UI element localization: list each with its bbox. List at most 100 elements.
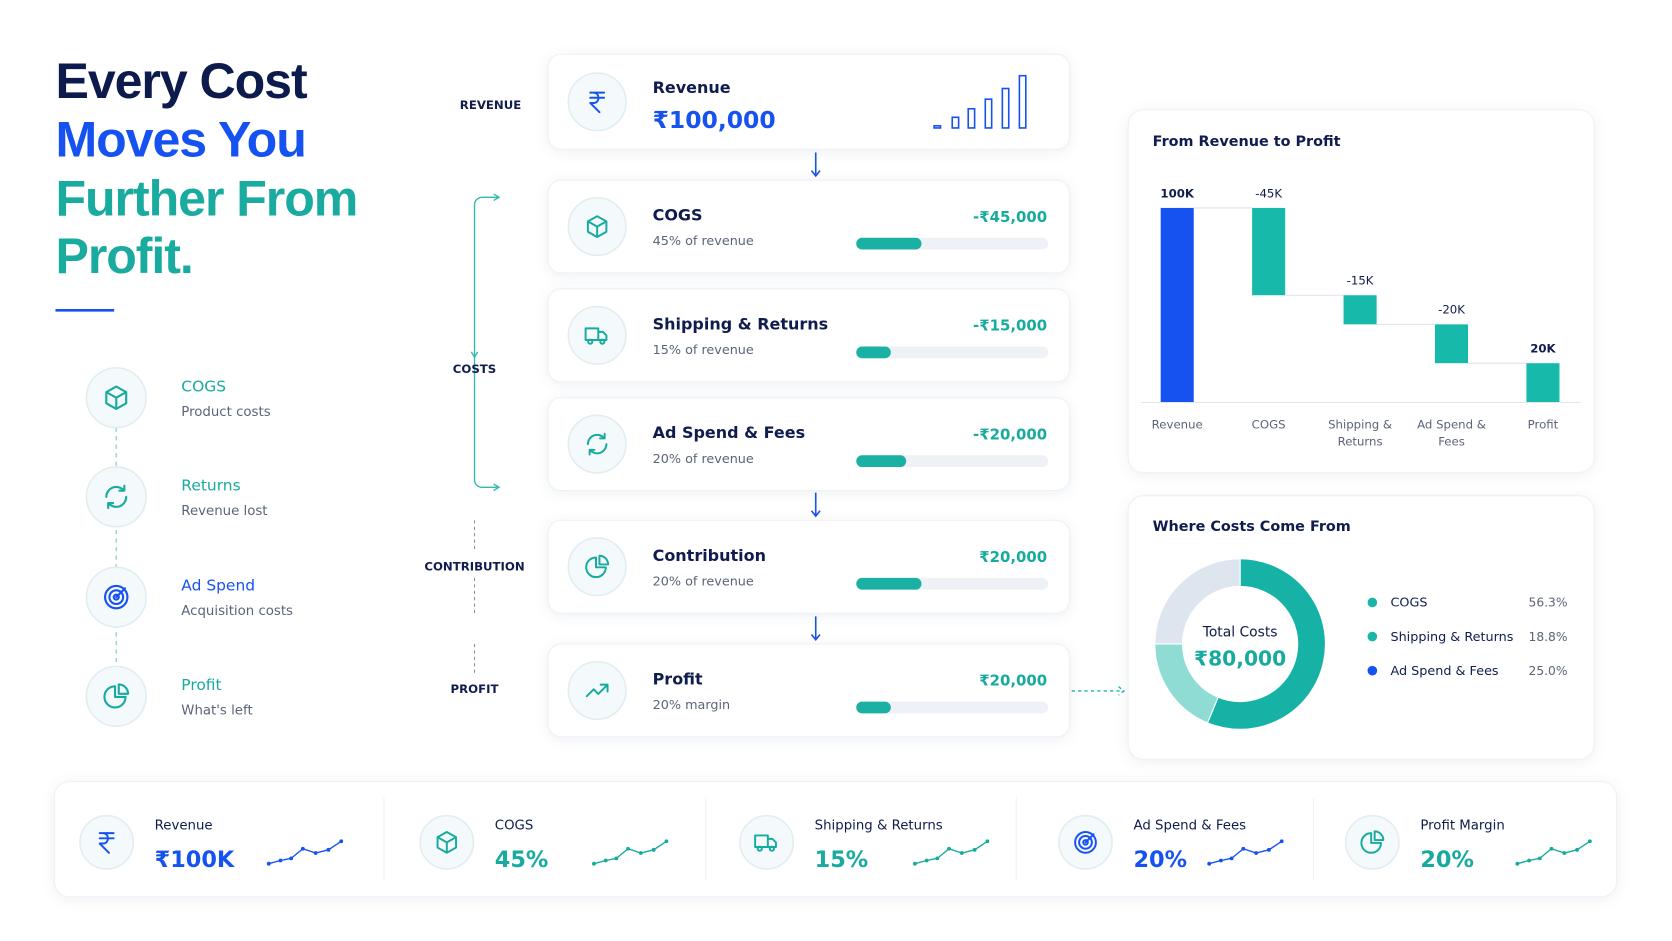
donut-segment [1154, 558, 1241, 645]
legend-label: COGS [1390, 596, 1427, 611]
step-desc: What's left [181, 703, 252, 718]
profit-arrow [1071, 686, 1126, 696]
legend-dot [1367, 597, 1378, 608]
flow-amount: -₹45,000 [973, 208, 1047, 226]
mini-bar [984, 98, 993, 129]
category-label: Shipping & Returns [1328, 418, 1392, 449]
progress-bar [856, 346, 891, 359]
progress-bar [856, 455, 907, 468]
donut-center-value: ₹80,000 [1194, 646, 1286, 670]
flow-card [547, 643, 1071, 738]
icon-circle [567, 660, 627, 721]
kpi-value: ₹100K [155, 847, 236, 873]
bar [1160, 207, 1194, 402]
flow-title: Profit [653, 670, 703, 689]
value-label: 100K [1160, 186, 1194, 200]
legend-dot [1367, 665, 1378, 676]
progress-bar [856, 701, 891, 714]
mini-bar [933, 125, 942, 129]
value-label: -45K [1255, 186, 1282, 200]
flow-amount: -₹15,000 [973, 317, 1047, 335]
kpi-value: 20% [1420, 847, 1474, 873]
category-label: Revenue [1152, 418, 1203, 432]
value-label: -15K [1347, 274, 1374, 288]
legend-value: 18.8% [1529, 630, 1568, 644]
flow-stage-label: REVENUE [460, 98, 521, 112]
progress-bar [856, 237, 922, 250]
kpi-value: 15% [815, 847, 869, 873]
kpi-label: Revenue [155, 819, 213, 834]
donut-center-label: Total Costs [1202, 625, 1278, 641]
kpi-value: 45% [495, 847, 549, 873]
legend-dot [1367, 631, 1378, 642]
flow-note: 20% of revenue [653, 574, 754, 589]
bar-track [856, 346, 1049, 359]
icon [1074, 830, 1097, 854]
step-label: COGS [181, 377, 226, 395]
step-label: Profit [181, 676, 221, 694]
bar [1434, 324, 1469, 364]
icon-circle [567, 305, 627, 365]
icon-circle [85, 466, 147, 528]
content: COGS Product costs Returns Revenue lost Ad S… [79, 53, 1592, 873]
flow-note: 20% margin [653, 698, 731, 713]
step-desc: Revenue lost [181, 504, 267, 519]
legend-value: 25.0% [1529, 664, 1568, 678]
flow-title: COGS [653, 206, 703, 225]
flow-card [547, 179, 1071, 274]
flow-note: 45% of revenue [653, 234, 754, 249]
flow-stage-label: CONTRIBUTION [424, 559, 524, 573]
legend-value: 56.3% [1529, 596, 1568, 610]
kpi-label: Shipping & Returns [815, 819, 943, 834]
donut-card [1127, 495, 1595, 760]
flow-title: Shipping & Returns [653, 314, 829, 333]
flow-title: Revenue [653, 78, 731, 97]
mini-bar [951, 116, 960, 129]
flow-note: 20% of revenue [653, 452, 754, 467]
flow-title: Ad Spend & Fees [653, 423, 806, 442]
headline-line: Every Cost [55, 53, 308, 109]
icon-circle [567, 414, 627, 474]
headline-line: Profit. [55, 228, 192, 284]
icon-circle [739, 814, 795, 870]
flow-card [547, 397, 1071, 492]
chart-title: Where Costs Come From [1153, 519, 1351, 535]
bar [1252, 207, 1286, 296]
category-label: Ad Spend & Fees [1417, 418, 1486, 449]
step-label: Returns [181, 476, 240, 494]
bar-track [856, 701, 1049, 714]
flow-amount: ₹100,000 [653, 106, 776, 134]
bar [1526, 363, 1560, 402]
value-label: -20K [1438, 303, 1465, 317]
step-label: Ad Spend [181, 577, 255, 595]
legend-label: Shipping & Returns [1390, 630, 1513, 645]
step-desc: Acquisition costs [181, 604, 293, 619]
icon [104, 584, 129, 610]
legend-label: Ad Spend & Fees [1390, 664, 1498, 679]
bar [1343, 295, 1377, 325]
flow-amount: -₹20,000 [973, 425, 1047, 443]
bracket-arrows [470, 193, 501, 492]
chart-title: From Revenue to Profit [1153, 134, 1341, 150]
flow-card [547, 288, 1071, 383]
waterfall-card [1127, 109, 1595, 473]
mini-bar [1018, 74, 1027, 129]
costs-bracket [473, 196, 500, 488]
kpi-dividers [383, 797, 1315, 881]
flow-title: Contribution [653, 546, 766, 565]
flow-arrows [810, 152, 821, 642]
flow-card [547, 519, 1071, 614]
flow-stage-label: PROFIT [451, 682, 499, 696]
progress-bar [856, 577, 922, 590]
value-label: 20K [1530, 342, 1556, 356]
headline-line: Further From [55, 170, 357, 226]
mini-bar [967, 107, 976, 129]
category-label: Profit [1528, 418, 1559, 432]
kpi-value: 20% [1133, 847, 1187, 873]
flow-amount: ₹20,000 [979, 672, 1047, 690]
headline-line: Moves You [55, 112, 305, 168]
flow-amount: ₹20,000 [979, 548, 1047, 566]
kpi-label: COGS [495, 819, 534, 834]
kpi-label: Ad Spend & Fees [1133, 819, 1246, 834]
